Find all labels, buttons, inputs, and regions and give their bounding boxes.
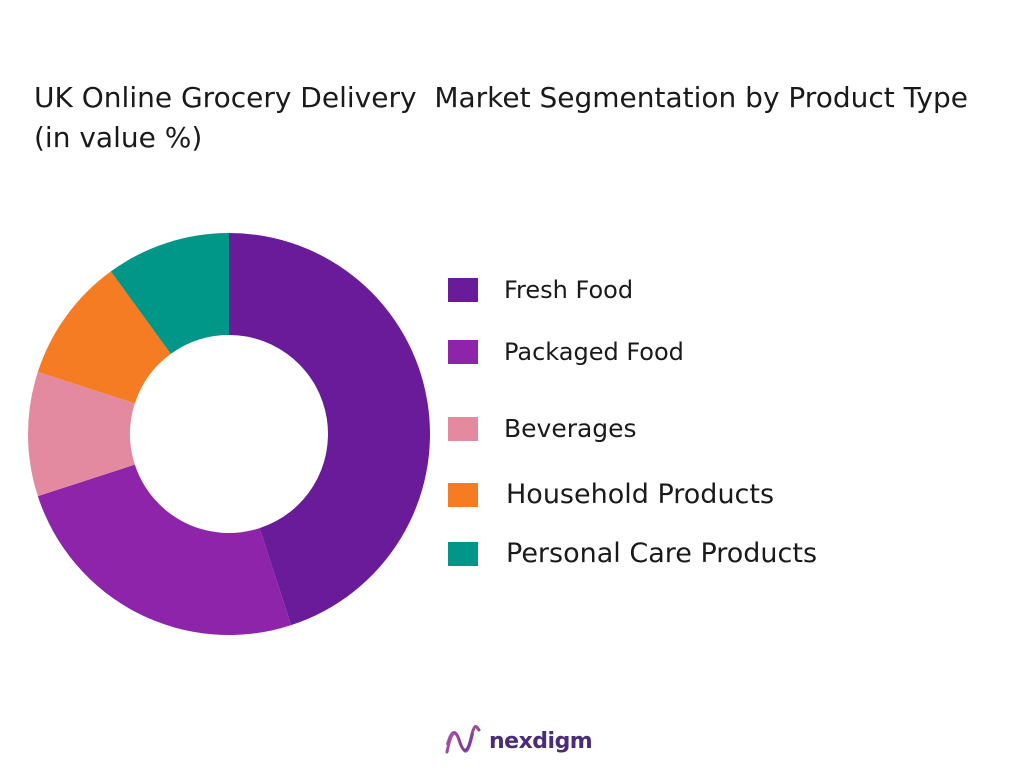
slice-packaged-food xyxy=(37,464,292,635)
slice-fresh-food xyxy=(229,233,430,626)
slice-beverages xyxy=(27,371,135,497)
slice-personal-care-products xyxy=(110,233,229,354)
nexdigm-logo: nexdigm xyxy=(443,722,593,760)
brand-name: nexdigm xyxy=(489,728,593,754)
donut-slices xyxy=(27,233,430,635)
chart-title: UK Online Grocery Delivery Market Segmen… xyxy=(34,81,986,154)
nexdigm-logo-icon xyxy=(445,725,481,754)
slice-household-products xyxy=(37,271,171,404)
